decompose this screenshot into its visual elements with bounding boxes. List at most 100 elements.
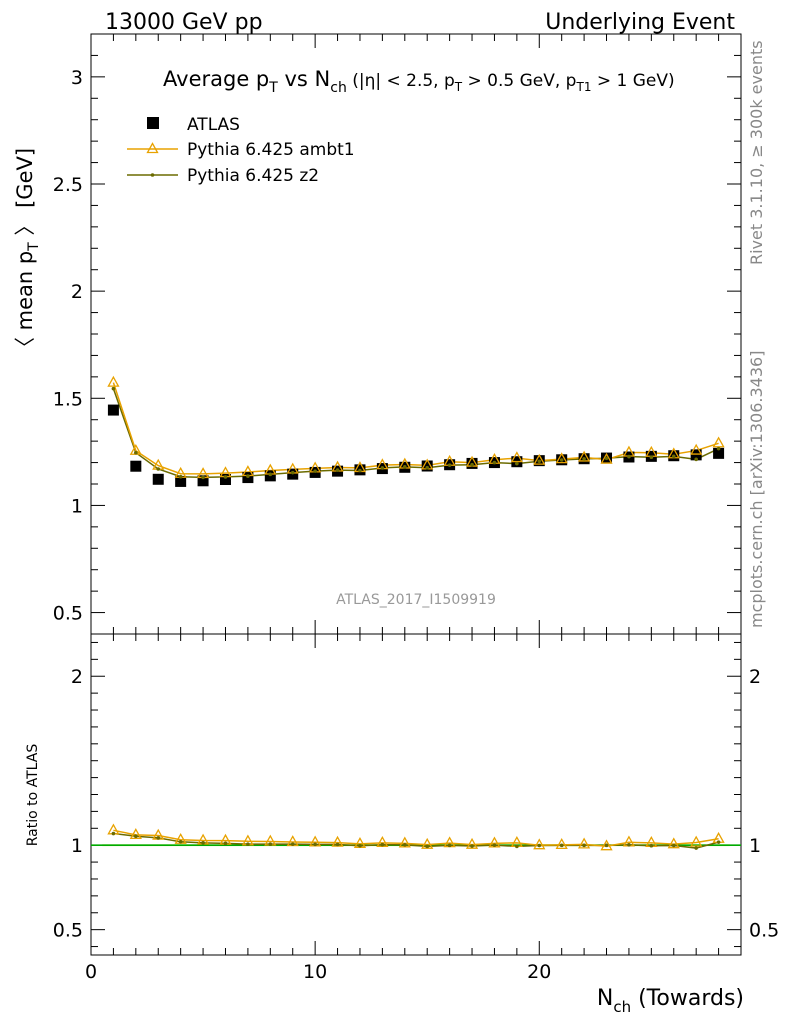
header-left: 13000 GeV pp xyxy=(105,10,263,35)
ratio-z2-point xyxy=(716,840,721,844)
ratio-z2-point xyxy=(335,842,340,847)
ratio-y-tick-label-right: 1 xyxy=(749,835,761,857)
x-axis-label: Nch (Towards) xyxy=(597,986,744,1016)
ratio-z2-point xyxy=(671,843,676,848)
z2-data-point xyxy=(559,458,564,462)
ratio-y-tick-label-right: 0.5 xyxy=(749,920,779,942)
ratio-ambt1-point xyxy=(555,838,568,849)
ratio-z2-point xyxy=(425,844,430,849)
ambt1-data-point xyxy=(555,452,568,464)
ratio-z2-point xyxy=(201,841,205,845)
ambt1-data-point xyxy=(533,453,546,465)
ambt1-data-point xyxy=(600,452,613,464)
z2-data-point xyxy=(358,468,362,473)
ratio-ambt1-point xyxy=(600,839,613,851)
legend-atlas-marker xyxy=(147,117,159,129)
ratio-y-tick-label-left: 2 xyxy=(71,666,83,688)
ratio-z2-point xyxy=(134,834,138,839)
z2-data-point xyxy=(268,472,273,477)
ratio-z2-point xyxy=(694,846,698,850)
header-right: Underlying Event xyxy=(545,10,735,35)
ratio-z2-point xyxy=(470,844,474,848)
atlas-data-point xyxy=(107,404,119,416)
ratio-ambt1-line xyxy=(113,829,719,847)
ratio-z2-point xyxy=(447,843,452,848)
ratio-panel: 0 10 20 0.5 0.5 1 1 2 2 xyxy=(53,633,779,983)
x-tick-label: 20 xyxy=(527,961,551,983)
ratio-y-tick-label-left: 0.5 xyxy=(53,920,83,942)
atlas-data-point xyxy=(713,447,725,459)
ratio-frame xyxy=(90,633,742,956)
z2-data-point xyxy=(716,446,721,451)
ratio-z2-point xyxy=(156,836,161,840)
ratio-ambt1-point xyxy=(398,836,411,848)
z2-data-point xyxy=(515,461,519,466)
rivet-label: Rivet 3.1.10, ≥ 300k events xyxy=(747,40,766,265)
z2-data-point xyxy=(649,455,654,460)
ratio-z2-point xyxy=(627,843,631,847)
main-y-tick-label: 2 xyxy=(71,281,83,303)
ratio-z2-point xyxy=(604,843,609,848)
main-y-tick-label: 1 xyxy=(71,495,83,517)
legend-ambt1-marker xyxy=(146,142,159,154)
ratio-z2-point xyxy=(313,842,317,847)
z2-data-point xyxy=(582,457,586,461)
ratio-ambt1-point xyxy=(421,837,434,849)
atlas-data-point xyxy=(175,475,187,487)
ratio-y-label: Ratio to ATLAS xyxy=(25,744,41,847)
z2-data-point xyxy=(492,460,497,465)
z2-series-line xyxy=(112,388,719,479)
z2-data-point xyxy=(313,469,317,473)
main-y-tick-label: 1.5 xyxy=(53,388,83,410)
z2-data-point xyxy=(380,466,385,470)
main-y-tick-label: 2.5 xyxy=(53,174,83,196)
ratio-z2-point xyxy=(492,843,497,847)
z2-data-point xyxy=(335,468,340,472)
ambt1-data-point xyxy=(712,436,725,448)
z2-data-point xyxy=(134,450,138,455)
ratio-ambt1-point xyxy=(577,837,591,849)
ratio-z2-point xyxy=(111,831,116,836)
ambt1-series-line xyxy=(112,382,719,475)
z2-data-point xyxy=(178,474,183,479)
ratio-ambt1-point xyxy=(690,835,703,847)
z2-data-point xyxy=(111,386,116,391)
ratio-z2-point xyxy=(515,844,519,849)
z2-data-point xyxy=(671,454,676,459)
legend: ATLAS Pythia 6.425 ambt1 Pythia 6.425 z2 xyxy=(127,115,355,186)
mcplots-label: mcplots.cern.ch [arXiv:1306.3436] xyxy=(747,351,766,628)
z2-data-point xyxy=(246,474,250,478)
atlas-data-point xyxy=(690,449,702,461)
legend-ambt1-label: Pythia 6.425 ambt1 xyxy=(187,140,355,160)
main-title: Average pT vs Nch (|η| < 2.5, pT > 0.5 G… xyxy=(163,67,675,96)
ratio-z2-point xyxy=(582,843,586,848)
ratio-z2-point xyxy=(290,842,295,846)
ambt1-data-point xyxy=(107,375,120,387)
legend-z2-label: Pythia 6.425 z2 xyxy=(187,166,319,186)
z2-data-point xyxy=(402,465,407,469)
z2-data-point xyxy=(425,465,430,470)
z2-data-point xyxy=(627,454,631,459)
atlas-data-point xyxy=(197,475,209,487)
legend-atlas-label: ATLAS xyxy=(187,115,240,135)
x-tick-label: 0 xyxy=(85,961,97,983)
ratio-y-tick-label-right: 2 xyxy=(749,666,761,688)
ratio-z2-point xyxy=(537,843,542,848)
z2-data-point xyxy=(201,475,205,480)
analysis-watermark: ATLAS_2017_I1509919 xyxy=(336,592,496,608)
ratio-z2-point xyxy=(559,843,564,848)
ratio-ambt1-point xyxy=(465,837,479,849)
ratio-z2-point xyxy=(380,842,385,847)
atlas-data-point xyxy=(219,474,231,485)
ambt1-data-point xyxy=(577,450,591,462)
ratio-y-tick-label-left: 1 xyxy=(71,835,83,857)
main-y-label: 〈 mean pT 〉 [GeV] xyxy=(13,148,42,358)
main-y-tick-label: 0.5 xyxy=(53,603,83,625)
z2-data-point xyxy=(223,475,228,479)
ambt1-data-point xyxy=(690,443,703,455)
z2-data-point xyxy=(447,463,452,467)
z2-data-point xyxy=(290,470,295,475)
ratio-z2-point xyxy=(268,842,273,846)
main-y-tick-label: 3 xyxy=(71,67,83,89)
